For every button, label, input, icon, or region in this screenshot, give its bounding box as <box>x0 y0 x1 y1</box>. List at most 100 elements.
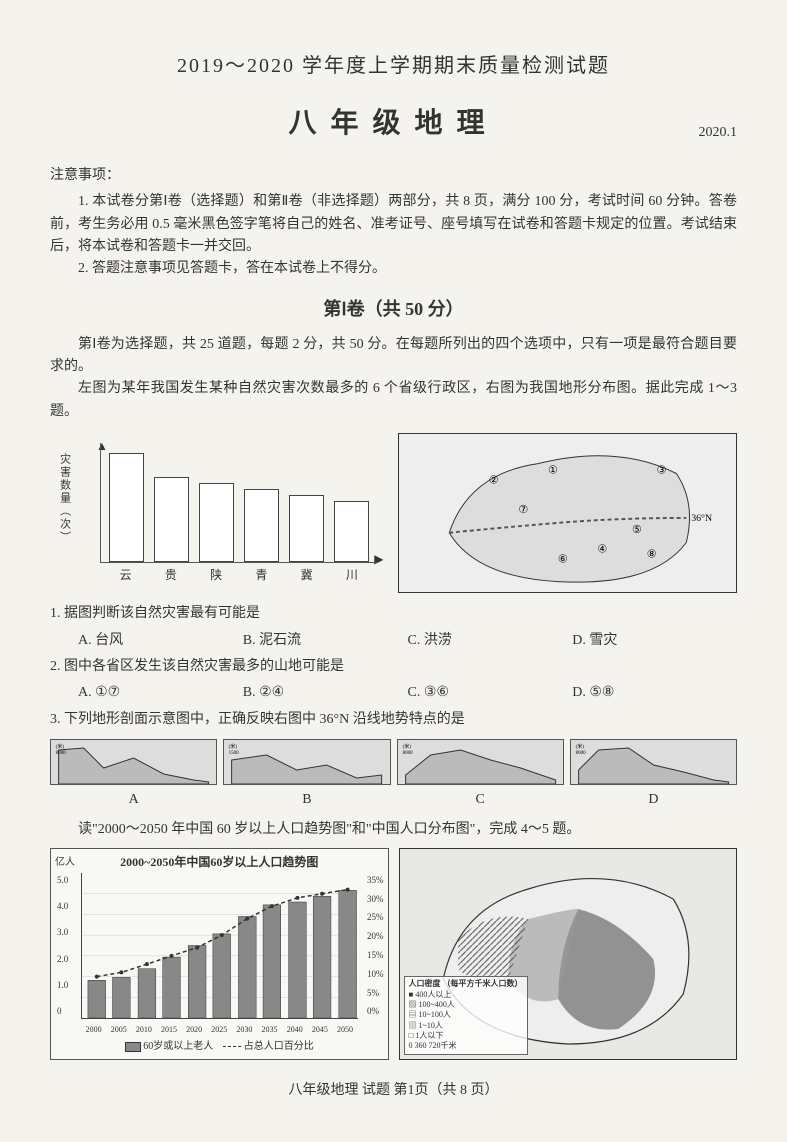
trend-legend: 60岁或以上老人 占总人口百分比 <box>51 1039 388 1055</box>
map-svg: 36°N ② ① ③ ⑦ ⑤ ④ ⑥ ⑧ <box>399 434 737 592</box>
legend-line-icon <box>223 1046 241 1047</box>
main-title: 2019～2020 学年度上学期期末质量检测试题 <box>50 50 737 82</box>
trend-plot <box>81 873 358 1019</box>
subtitle: 八年级地理 <box>288 102 498 147</box>
profile-b: (米) 1500 B <box>223 739 390 811</box>
svg-text:(米): (米) <box>56 743 65 750</box>
bar-qing <box>244 489 279 562</box>
svg-text:①: ① <box>548 465 558 477</box>
legend-item: ▥ 1~10人 <box>409 1021 523 1031</box>
notice-label: 注意事项： <box>50 165 737 187</box>
ytick: 0 <box>57 1004 68 1018</box>
svg-text:②: ② <box>488 474 498 486</box>
xyear: 2030 <box>232 1024 257 1037</box>
bar-gui <box>154 477 189 562</box>
svg-text:③: ③ <box>656 465 666 477</box>
population-distribution-map: 人口密度 （每平方千米人口数） ■ 400人以上 ▨ 100~400人 ▤ 10… <box>399 848 738 1060</box>
svg-text:⑦: ⑦ <box>518 504 528 516</box>
xyear: 2020 <box>182 1024 207 1037</box>
xyear: 2010 <box>131 1024 156 1037</box>
disaster-bar-chart: 灾害数量（次） ▲ ▶ 云 贵 陕 青 冀 川 <box>50 433 388 593</box>
bar-shan <box>199 483 234 562</box>
ytick-r: 10% <box>367 967 384 981</box>
xlabel: 贵 <box>153 566 188 585</box>
ytick-r: 30% <box>367 892 384 906</box>
q2-opt-d: D. ⑤⑧ <box>572 682 737 704</box>
profile-c: (米) 8000 C <box>397 739 564 811</box>
ytick: 4.0 <box>57 899 68 913</box>
legend-item: ▤ 10~100人 <box>409 1010 523 1020</box>
profile-a: (米) 8000 A <box>50 739 217 811</box>
y-axis-label: 灾害数量（次） <box>55 453 73 544</box>
profile-a-label: A <box>50 789 217 811</box>
svg-text:⑥: ⑥ <box>557 553 567 565</box>
q2-stem: 2. 图中各省区发生该自然灾害最多的山地可能是 <box>50 656 737 678</box>
scale-bar: 0 360 720千米 <box>409 1041 523 1051</box>
trend-xlabels: 2000 2005 2010 2015 2020 2025 2030 2035 … <box>81 1024 358 1037</box>
xyear: 2015 <box>156 1024 181 1037</box>
ytick-r: 5% <box>367 986 384 1000</box>
ytick-r: 35% <box>367 873 384 887</box>
q2-opt-a: A. ①⑦ <box>78 682 243 704</box>
svg-text:(米): (米) <box>575 743 584 750</box>
x-axis-labels: 云 贵 陕 青 冀 川 <box>100 566 378 585</box>
q1-opt-d: D. 雪灾 <box>572 630 737 652</box>
ytick: 3.0 <box>57 925 68 939</box>
xlabel: 青 <box>244 566 279 585</box>
context-q1-3: 左图为某年我国发生某种自然灾害次数最多的 6 个省级行政区，右图为我国地形分布图… <box>50 378 737 423</box>
xlabel: 陕 <box>199 566 234 585</box>
profile-b-label: B <box>223 789 390 811</box>
svg-text:8000: 8000 <box>56 751 67 756</box>
part1-intro: 第Ⅰ卷为选择题，共 25 道题，每题 2 分，共 50 分。在每题所列出的四个选… <box>50 334 737 379</box>
q2-options: A. ①⑦ B. ②④ C. ③⑥ D. ⑤⑧ <box>50 682 737 704</box>
q3-stem: 3. 下列地形剖面示意图中，正确反映右图中 36°N 沿线地势特点的是 <box>50 709 737 731</box>
xlabel: 川 <box>334 566 369 585</box>
ytick-r: 0% <box>367 1004 384 1018</box>
profile-row: (米) 8000 A (米) 1500 B (米) 8000 C <box>50 739 737 811</box>
legend-line-text: 占总人口百分比 <box>244 1041 314 1052</box>
svg-text:⑧: ⑧ <box>646 549 656 561</box>
trend-title: 2000~2050年中国60岁以上人口趋势图 <box>51 853 388 872</box>
xyear: 2025 <box>207 1024 232 1037</box>
china-terrain-map: 36°N ② ① ③ ⑦ ⑤ ④ ⑥ ⑧ <box>398 433 738 593</box>
profile-d: (米) 8000 D <box>570 739 737 811</box>
xyear: 2005 <box>106 1024 131 1037</box>
trend-yright: 0% 5% 10% 15% 20% 25% 30% 35% <box>367 873 384 1019</box>
bar-chuan <box>334 501 369 563</box>
notice-item-2: 2. 答题注意事项见答题卡，答在本试卷上不得分。 <box>50 258 737 280</box>
legend-bar-icon <box>125 1042 141 1052</box>
legend-item: ■ 400人以上 <box>409 990 523 1000</box>
xlabel: 冀 <box>289 566 324 585</box>
population-trend-chart: 亿人 2000~2050年中国60岁以上人口趋势图 <box>50 848 389 1060</box>
ytick-r: 20% <box>367 929 384 943</box>
bar-ji <box>289 495 324 562</box>
page-footer: 八年级地理 试题 第1页（共 8 页） <box>50 1080 737 1102</box>
bar-yun <box>109 453 144 562</box>
bars-area <box>100 443 378 563</box>
figure-row-1: 灾害数量（次） ▲ ▶ 云 贵 陕 青 冀 川 36°N ② ① ③ ⑦ <box>50 433 737 593</box>
subtitle-row: 八年级地理 2020.1 <box>50 102 737 147</box>
svg-text:④: ④ <box>597 544 607 556</box>
ytick-r: 25% <box>367 910 384 924</box>
lower-figure-row: 亿人 2000~2050年中国60岁以上人口趋势图 <box>50 848 737 1060</box>
xlabel: 云 <box>108 566 143 585</box>
q1-opt-b: B. 泥石流 <box>243 630 408 652</box>
xyear: 2035 <box>257 1024 282 1037</box>
exam-date: 2020.1 <box>699 122 738 144</box>
q2-opt-b: B. ②④ <box>243 682 408 704</box>
svg-text:⑤: ⑤ <box>631 524 641 536</box>
map-legend: 人口密度 （每平方千米人口数） ■ 400人以上 ▨ 100~400人 ▤ 10… <box>404 976 528 1055</box>
legend-title: 人口密度 （每平方千米人口数） <box>409 979 523 989</box>
ytick: 2.0 <box>57 952 68 966</box>
legend-item: □ 1人以下 <box>409 1031 523 1041</box>
q2-opt-c: C. ③⑥ <box>408 682 573 704</box>
svg-text:8000: 8000 <box>575 751 586 756</box>
context-q4-5: 读"2000～2050 年中国 60 岁以上人口趋势图"和"中国人口分布图"，完… <box>50 819 737 841</box>
trend-yleft: 0 1.0 2.0 3.0 4.0 5.0 <box>57 873 68 1019</box>
q1-opt-c: C. 洪涝 <box>408 630 573 652</box>
legend-item: ▨ 100~400人 <box>409 1000 523 1010</box>
ytick: 5.0 <box>57 873 68 887</box>
xyear: 2040 <box>282 1024 307 1037</box>
profile-d-label: D <box>570 789 737 811</box>
svg-text:(米): (米) <box>402 743 411 750</box>
